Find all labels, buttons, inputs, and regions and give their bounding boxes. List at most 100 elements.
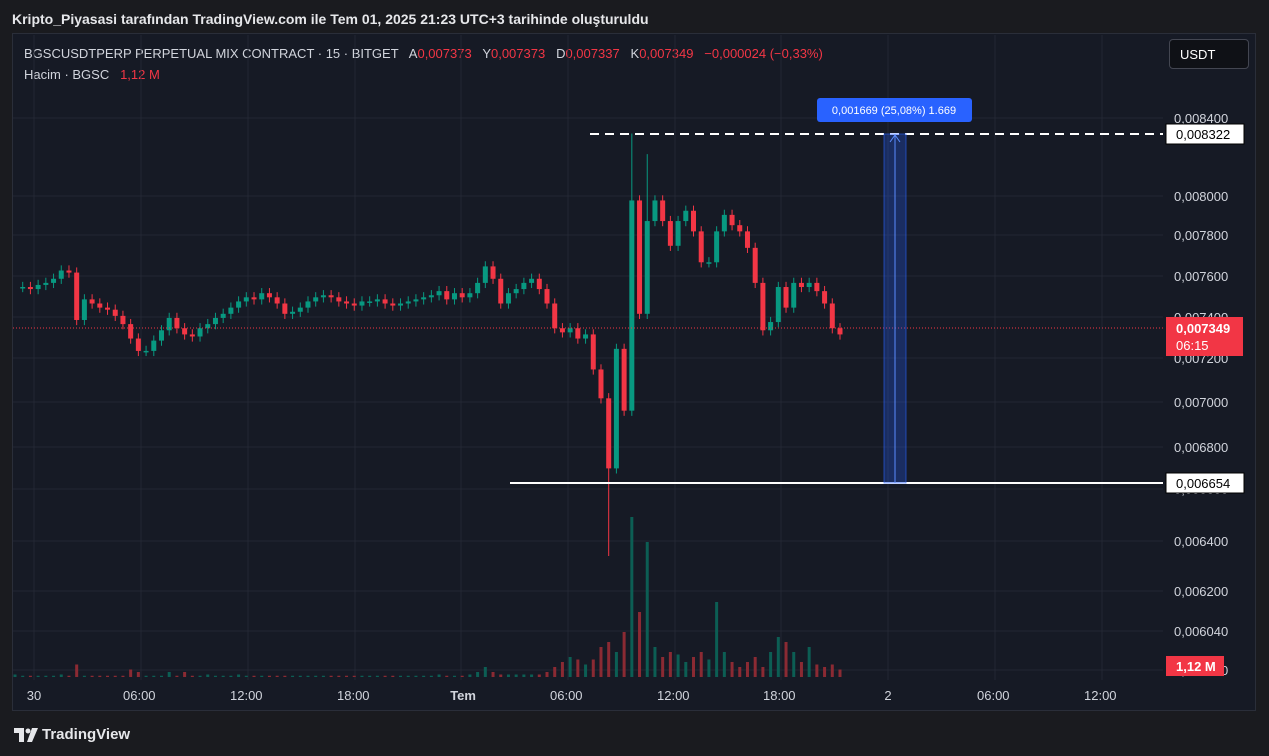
- candle-body: [606, 398, 612, 469]
- volume-bar: [684, 662, 688, 677]
- y-tick-label: 0,006400: [1174, 534, 1228, 549]
- chart-caption: Kripto_Piyasasi tarafından TradingView.c…: [12, 11, 649, 27]
- candle-body: [328, 295, 334, 298]
- candle-body: [112, 309, 118, 316]
- candle-body: [552, 303, 558, 329]
- tradingview-logo[interactable]: TradingView: [14, 726, 130, 743]
- candle-body: [451, 293, 457, 300]
- volume-bar: [75, 664, 79, 677]
- volume-bar: [676, 654, 680, 677]
- candle-body: [829, 303, 835, 329]
- volume-bar: [159, 675, 163, 677]
- candle-body: [197, 328, 203, 337]
- volume-bar: [537, 674, 541, 677]
- candle-body: [567, 328, 573, 333]
- volume-bar: [645, 542, 649, 677]
- candle-body: [691, 210, 697, 232]
- candle-body: [182, 328, 188, 335]
- candle-body: [135, 338, 141, 351]
- candle-body: [120, 315, 126, 325]
- candle-body: [791, 282, 797, 308]
- volume-bar: [707, 659, 711, 677]
- volume-bar: [452, 675, 456, 677]
- volume-bar: [661, 657, 665, 677]
- tradingview-brand-text: TradingView: [42, 726, 131, 743]
- volume-bar: [260, 675, 264, 677]
- volume-bar: [321, 675, 325, 677]
- candle-body: [428, 295, 434, 298]
- candle-body: [575, 328, 581, 339]
- candle-body: [806, 282, 812, 288]
- volume-bar: [522, 674, 526, 677]
- volume-bar: [792, 652, 796, 677]
- candle-body: [598, 369, 604, 399]
- x-tick-label: 06:00: [977, 688, 1010, 703]
- volume-bar: [622, 632, 626, 677]
- volume-bar: [653, 647, 657, 677]
- candle-body: [105, 307, 111, 310]
- volume-bar: [152, 675, 156, 677]
- volume-bar: [383, 675, 387, 677]
- x-tick-label: Tem: [450, 688, 476, 703]
- candle-body: [768, 322, 774, 331]
- candle-body: [151, 340, 157, 351]
- symbol-name: BGSCUSDTPERP PERPETUAL MIX CONTRACT · 15…: [24, 46, 399, 61]
- x-tick-label: 12:00: [657, 688, 690, 703]
- candle-body: [521, 282, 527, 290]
- volume-tag-text: 1,12 M: [1176, 659, 1216, 674]
- candle-body: [660, 200, 666, 222]
- candle-body: [405, 301, 411, 304]
- currency-unit-button[interactable]: USDT: [1169, 39, 1249, 69]
- candle-body: [498, 278, 504, 304]
- candle-body: [290, 311, 296, 314]
- y-tick-label: 0,006200: [1174, 584, 1228, 599]
- volume-bar: [291, 675, 295, 677]
- volume-bar: [823, 667, 827, 677]
- candle-body: [128, 324, 134, 339]
- volume-bar: [360, 675, 364, 677]
- volume-bar: [807, 647, 811, 677]
- x-tick-label: 2: [884, 688, 891, 703]
- volume-bar: [437, 674, 441, 677]
- x-tick-label: 12:00: [1084, 688, 1117, 703]
- candle-body: [683, 210, 689, 222]
- volume-bar: [329, 675, 333, 677]
- volume-bar: [21, 675, 25, 677]
- volume-bar: [799, 662, 803, 677]
- candle-body: [675, 221, 681, 246]
- candle-body: [359, 301, 365, 306]
- volume-bar: [136, 672, 140, 677]
- volume-bar: [715, 602, 719, 677]
- volume-bar: [352, 675, 356, 677]
- volume-bar: [414, 675, 418, 677]
- candle-body: [143, 350, 149, 353]
- volume-bar: [668, 652, 672, 677]
- volume-bar: [121, 675, 125, 677]
- volume-bar: [514, 674, 518, 677]
- volume-bar: [830, 664, 834, 677]
- candle-body: [43, 282, 49, 285]
- volume-bar: [815, 664, 819, 677]
- candle-body: [243, 297, 249, 302]
- volume-bar: [44, 675, 48, 677]
- chart-grid: [13, 35, 1163, 680]
- candle-body: [737, 225, 743, 232]
- candle-body: [583, 334, 589, 339]
- volume-bar: [483, 667, 487, 677]
- volume-bar: [530, 674, 534, 677]
- volume-bar: [306, 675, 310, 677]
- volume-bar: [106, 675, 110, 677]
- volume-bar: [345, 675, 349, 677]
- candle-body: [344, 301, 350, 304]
- candle-body: [752, 247, 758, 283]
- candle-body: [398, 303, 404, 306]
- volume-bar: [368, 675, 372, 677]
- candle-body: [629, 200, 635, 411]
- low-label: D: [556, 46, 566, 61]
- candle-body: [822, 291, 828, 304]
- candle-body: [590, 334, 596, 370]
- volume-label: Hacim · BGSC: [24, 67, 110, 82]
- volume-bar: [337, 675, 341, 677]
- volume-bar: [699, 652, 703, 677]
